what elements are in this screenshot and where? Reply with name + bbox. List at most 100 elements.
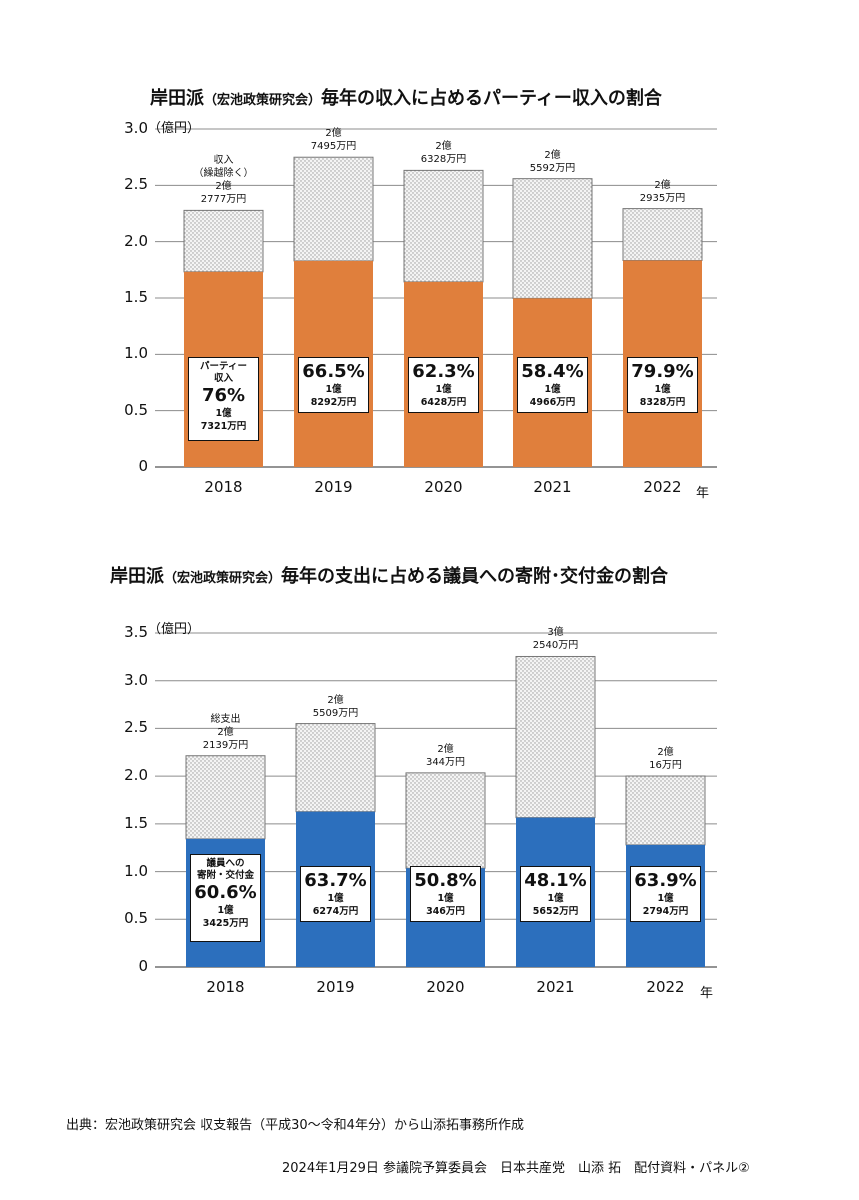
percent-value: 58.4% bbox=[521, 361, 584, 382]
percent-value: 62.3% bbox=[412, 361, 475, 382]
total-bar-2020 bbox=[405, 772, 486, 869]
amount-value: 6274万円 bbox=[312, 906, 359, 917]
total-value-line: 2億 bbox=[544, 149, 561, 161]
x-tick-label: 2019 bbox=[314, 478, 353, 496]
amount-value: 346万円 bbox=[426, 906, 465, 917]
amount-value: 2794万円 bbox=[642, 906, 689, 917]
percent-box: 62.3% 1億 6428万円 bbox=[408, 357, 479, 413]
total-value-label: 2億 344万円 bbox=[396, 743, 496, 769]
x-tick-label: 2020 bbox=[426, 978, 465, 996]
total-bar-2018 bbox=[185, 755, 266, 840]
total-value-line: 2億 bbox=[435, 141, 452, 153]
amount-value: 7321万円 bbox=[200, 421, 247, 432]
total-value-line: 344万円 bbox=[425, 756, 466, 768]
source-note: 出典：宏池政策研究会 収支報告（平成30～令和4年分）から山添拓事務所作成 bbox=[66, 1118, 524, 1133]
box-category-label: 寄附・交付金 bbox=[196, 870, 254, 881]
total-bar-2021 bbox=[512, 178, 593, 299]
chart1-title-main: 岸田派 bbox=[150, 88, 204, 109]
amount-value: 1億 bbox=[217, 905, 234, 916]
year-suffix: 年 bbox=[696, 486, 710, 501]
total-value-line: 16万円 bbox=[649, 759, 682, 771]
percent-box: 79.9% 1億 8328万円 bbox=[627, 357, 698, 413]
y-tick-label: 3.0 bbox=[124, 119, 148, 137]
total-value-line: 2億 bbox=[217, 726, 234, 738]
percent-box: 48.1% 1億 5652万円 bbox=[520, 866, 591, 922]
percent-box: 63.7% 1億 6274万円 bbox=[300, 866, 371, 922]
amount-value: 1億 bbox=[327, 893, 344, 904]
total-bar-2021 bbox=[515, 655, 596, 819]
total-value-label: 2億 2935万円 bbox=[613, 179, 713, 205]
x-tick-label: 2018 bbox=[204, 478, 243, 496]
y-unit-label: （億円） bbox=[148, 121, 201, 136]
chart1-title: 岸田派（宏池政策研究会）毎年の収入に占めるパーティー収入の割合 bbox=[150, 84, 662, 110]
chart1-title-paren: （宏池政策研究会） bbox=[204, 93, 322, 108]
amount-value: 1億 bbox=[325, 384, 342, 395]
year-suffix: 年 bbox=[700, 986, 714, 1001]
amount-value: 1億 bbox=[657, 893, 674, 904]
percent-box: パーティー 収入 76% 1億 7321万円 bbox=[188, 357, 259, 441]
credit-note: 2024年1月29日 参議院予算委員会 日本共産党 山添 拓 配付資料・パネル② bbox=[282, 1161, 750, 1176]
total-value-label: 2億 5509万円 bbox=[286, 694, 386, 720]
y-tick-label: 1.5 bbox=[124, 813, 148, 832]
x-tick-label: 2020 bbox=[424, 478, 463, 496]
y-tick-label: 1.0 bbox=[124, 344, 148, 363]
percent-value: 66.5% bbox=[302, 361, 365, 382]
percent-box: 50.8% 1億 346万円 bbox=[410, 866, 481, 922]
total-value-line: 6328万円 bbox=[420, 154, 467, 166]
box-category-label: 議員への bbox=[206, 858, 245, 869]
total-value-label: 2億 6328万円 bbox=[394, 140, 494, 166]
amount-value: 1億 bbox=[437, 893, 454, 904]
total-value-label: 総支出 2億 2139万円 bbox=[176, 713, 276, 752]
y-tick-label: 2.5 bbox=[124, 175, 148, 194]
total-value-line: （繰越除く） bbox=[193, 168, 254, 180]
percent-value: 63.7% bbox=[304, 870, 367, 891]
total-bar-2018 bbox=[183, 209, 264, 273]
y-tick-label: 2.0 bbox=[124, 231, 148, 250]
x-tick-label: 2018 bbox=[206, 978, 245, 996]
percent-value: 60.6% bbox=[194, 882, 257, 903]
percent-box: 58.4% 1億 4966万円 bbox=[517, 357, 588, 413]
box-category-label: パーティー bbox=[200, 361, 247, 372]
y-unit-label: （億円） bbox=[148, 622, 201, 637]
percent-value: 50.8% bbox=[414, 870, 477, 891]
percent-box: 63.9% 1億 2794万円 bbox=[630, 866, 701, 922]
total-value-label: 3億 2540万円 bbox=[506, 626, 606, 652]
total-value-line: 2億 bbox=[325, 128, 342, 140]
total-value-label: 2億 7495万円 bbox=[284, 127, 384, 153]
percent-box: 議員への 寄附・交付金 60.6% 1億 3425万円 bbox=[190, 854, 261, 942]
total-value-line: 収入 bbox=[213, 155, 234, 167]
chart2-title-rest: 毎年の支出に占める議員への寄附･交付金の割合 bbox=[281, 566, 669, 587]
y-tick-label: 0.5 bbox=[124, 909, 148, 928]
chart2-title: 岸田派（宏池政策研究会）毎年の支出に占める議員への寄附･交付金の割合 bbox=[110, 562, 668, 588]
total-bar-2022 bbox=[622, 208, 703, 262]
total-value-line: 2億 bbox=[654, 179, 671, 191]
y-tick-label: 2.5 bbox=[124, 718, 148, 737]
amount-value: 8292万円 bbox=[310, 397, 357, 408]
y-tick-label: 3.0 bbox=[124, 670, 148, 689]
amount-value: 5652万円 bbox=[532, 906, 579, 917]
total-value-line: 5509万円 bbox=[312, 707, 359, 719]
total-value-line: 2億 bbox=[437, 743, 454, 755]
x-tick-label: 2021 bbox=[536, 978, 575, 996]
y-tick-label: 2.0 bbox=[124, 766, 148, 785]
x-tick-label: 2019 bbox=[316, 978, 355, 996]
total-value-line: 2935万円 bbox=[639, 192, 686, 204]
percent-value: 63.9% bbox=[634, 870, 697, 891]
amount-value: 1億 bbox=[544, 384, 561, 395]
percent-value: 48.1% bbox=[524, 870, 587, 891]
total-value-line: 5592万円 bbox=[529, 162, 576, 174]
total-bar-2019 bbox=[295, 723, 376, 813]
y-tick-label: 0.5 bbox=[124, 400, 148, 419]
total-bar-2022 bbox=[625, 775, 706, 846]
total-bar-2020 bbox=[403, 169, 484, 283]
amount-value: 3425万円 bbox=[202, 918, 249, 929]
total-value-line: 2億 bbox=[657, 746, 674, 758]
total-value-line: 2億 bbox=[327, 694, 344, 706]
percent-value: 79.9% bbox=[631, 361, 694, 382]
amount-value: 8328万円 bbox=[639, 397, 686, 408]
y-tick-label: 0 bbox=[138, 457, 148, 475]
total-value-line: 2777万円 bbox=[200, 194, 247, 206]
total-value-label: 収入 （繰越除く） 2億 2777万円 bbox=[174, 154, 274, 206]
total-bar-2019 bbox=[293, 156, 374, 262]
amount-value: 1億 bbox=[654, 384, 671, 395]
